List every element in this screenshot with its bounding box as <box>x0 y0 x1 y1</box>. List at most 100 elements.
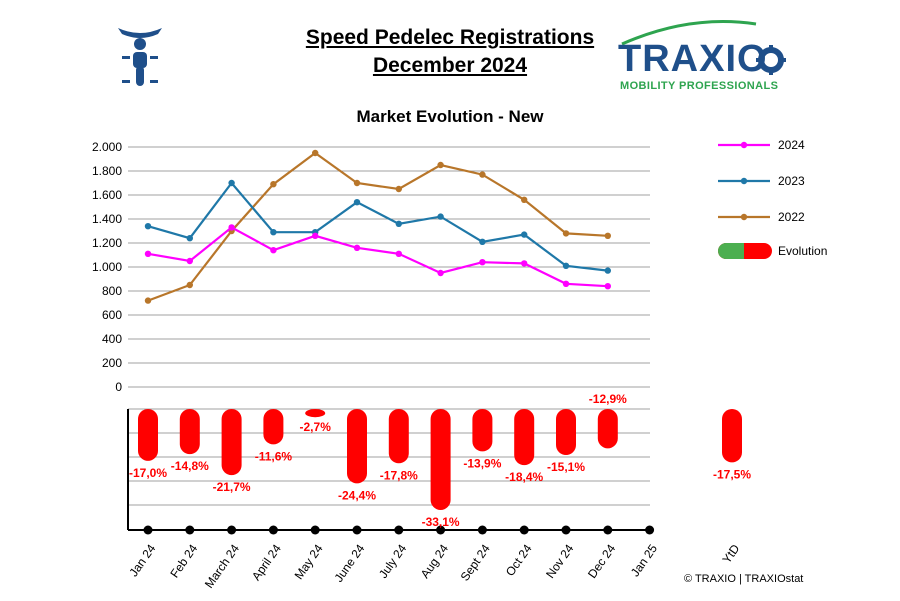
evolution-label: -17,0% <box>129 466 167 480</box>
evolution-bar <box>305 409 326 418</box>
series-line-2024 <box>147 226 608 288</box>
x-axis-marker <box>436 525 446 535</box>
point-2022 <box>562 230 570 237</box>
y-tick-label: 0 <box>115 380 122 394</box>
x-tick-label: July 24 <box>376 541 409 580</box>
point-2024 <box>562 280 570 287</box>
evolution-bar <box>514 409 535 466</box>
x-axis-marker <box>352 525 362 535</box>
evolution-label: -11,6% <box>255 449 293 463</box>
series-line-2022 <box>147 151 608 302</box>
brand-swoosh <box>621 20 757 46</box>
evolution-bar <box>556 409 576 456</box>
evolution-label: -21,7% <box>213 480 251 494</box>
legend-swatch-evolution-left <box>718 243 744 259</box>
evolution-label: -13,9% <box>463 456 501 470</box>
point-2024 <box>144 250 152 257</box>
point-2023 <box>186 235 193 242</box>
point-2022 <box>144 297 152 304</box>
x-tick-label: June 24 <box>331 541 367 584</box>
legend-label-evolution: Evolution <box>778 244 827 258</box>
x-tick-label: Aug 24 <box>418 541 451 580</box>
evolution-bar <box>138 409 158 461</box>
evolution-label: -33,1% <box>422 515 460 529</box>
point-2022 <box>270 181 277 188</box>
y-tick-label: 1.200 <box>92 236 122 250</box>
point-2023 <box>228 179 235 187</box>
speed-pedelec-rider-icon <box>118 28 162 86</box>
legend-label-2024: 2024 <box>778 138 805 152</box>
point-2023 <box>353 199 361 206</box>
evolution-bar <box>347 409 367 484</box>
title-line-1: Speed Pedelec Registrations <box>305 26 595 49</box>
evolution-bar <box>597 409 618 449</box>
evolution-bar <box>221 409 242 476</box>
point-2024 <box>479 259 486 266</box>
point-2024 <box>312 232 319 239</box>
point-2023 <box>395 220 402 227</box>
point-2023 <box>437 213 444 220</box>
y-tick-label: 1.000 <box>92 260 122 274</box>
evolution-bar <box>388 409 409 464</box>
x-axis-marker <box>561 525 571 535</box>
evolution-label: -24,4% <box>338 488 376 502</box>
x-axis-marker <box>268 525 278 535</box>
point-2024 <box>604 283 611 290</box>
point-2023 <box>479 238 486 245</box>
point-2023 <box>270 229 277 236</box>
point-2024 <box>437 269 444 277</box>
title-line-2: December 2024 <box>372 54 528 77</box>
x-tick-label: Jan 24 <box>126 541 158 579</box>
x-tick-label: Feb 24 <box>167 541 200 580</box>
legend-marker-2024 <box>740 141 748 149</box>
evolution-label: -2,7% <box>300 420 332 434</box>
point-2024 <box>521 260 528 267</box>
point-2022 <box>353 179 361 187</box>
evolution-label: -18,4% <box>505 470 543 484</box>
legend-marker-2023 <box>740 177 748 185</box>
copyright-footer: © TRAXIO | TRAXIOstat <box>684 573 804 585</box>
point-2022 <box>395 185 402 193</box>
evolution-bar <box>263 409 284 445</box>
x-axis-marker <box>603 525 613 535</box>
brand-tagline: MOBILITY PROFESSIONALS <box>620 80 779 92</box>
point-2023 <box>521 231 528 238</box>
point-2023 <box>604 267 611 274</box>
x-axis-marker <box>645 525 655 535</box>
point-2022 <box>437 161 444 169</box>
x-tick-label: Jan 25 <box>628 541 660 579</box>
point-2022 <box>604 232 611 239</box>
y-tick-label: 200 <box>102 356 122 370</box>
x-axis-marker <box>143 525 153 535</box>
x-tick-label: Dec 24 <box>585 541 618 580</box>
y-tick-label: 1.400 <box>92 212 122 226</box>
point-2024 <box>353 244 361 251</box>
evolution-bar <box>472 409 493 452</box>
x-axis-marker <box>477 525 487 535</box>
evolution-label: -17,5% <box>713 467 751 481</box>
legend-marker-2022 <box>740 213 748 221</box>
x-axis-marker <box>519 525 529 535</box>
evolution-label: -17,8% <box>380 468 418 482</box>
x-tick-label: Nov 24 <box>543 541 576 580</box>
x-tick-label: March 24 <box>202 541 242 590</box>
point-2022 <box>521 196 528 203</box>
evolution-label: -12,9% <box>589 392 627 406</box>
chart-title: Market Evolution - New <box>356 107 544 126</box>
evolution-bar <box>430 409 451 510</box>
legend-label-2023: 2023 <box>778 174 805 188</box>
y-tick-label: 400 <box>102 332 122 346</box>
evolution-bar <box>179 409 200 455</box>
x-tick-label: Oct 24 <box>503 541 535 578</box>
y-tick-label: 600 <box>102 308 122 322</box>
y-tick-label: 800 <box>102 284 122 298</box>
point-2022 <box>479 171 486 178</box>
x-axis-marker <box>394 525 404 535</box>
x-axis-marker <box>310 525 320 535</box>
brand-name: TRAXIO <box>618 38 768 80</box>
evolution-label: -15,1% <box>547 460 585 474</box>
x-tick-label-ytd: YtD <box>720 541 743 566</box>
x-tick-label: Sept 24 <box>458 541 493 583</box>
point-2024 <box>228 224 235 231</box>
